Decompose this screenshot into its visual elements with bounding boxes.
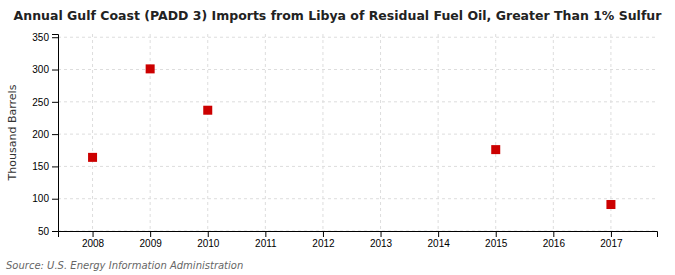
y-tick-label: 300 xyxy=(32,64,49,75)
x-tick: 2016 xyxy=(543,231,566,249)
y-tick-mark xyxy=(52,102,58,103)
y-axis-line xyxy=(52,35,59,232)
grid-line xyxy=(438,34,439,231)
x-axis-line xyxy=(59,232,658,238)
grid-line xyxy=(58,134,657,135)
x-tick-label: 2010 xyxy=(197,238,220,249)
source: Source: U.S. Energy Information Administ… xyxy=(6,260,243,271)
grid-line xyxy=(150,34,151,231)
y-tick: 200 xyxy=(32,129,58,140)
y-axis: 50 100 150 200 250 300 350 xyxy=(32,32,58,237)
x-tick-label: 2012 xyxy=(312,238,335,249)
y-tick-label: 350 xyxy=(32,32,49,43)
x-tick-mark xyxy=(93,231,94,237)
x-tick-label: 2016 xyxy=(543,238,566,249)
x-tick-label: 2014 xyxy=(428,238,451,249)
x-tick-label: 2009 xyxy=(140,238,163,249)
y-tick-mark xyxy=(52,231,58,232)
x-tick-mark xyxy=(208,231,209,237)
x-tick-label: 2008 xyxy=(82,238,105,249)
y-tick-mark xyxy=(52,37,58,38)
x-tick-mark xyxy=(265,231,266,237)
point xyxy=(88,153,97,162)
x-tick-mark xyxy=(611,231,612,237)
x-tick-mark xyxy=(553,231,554,237)
x-tick-label: 2011 xyxy=(255,238,277,249)
x-tick-mark xyxy=(381,231,382,237)
x-tick-label: 2015 xyxy=(485,238,508,249)
x-tick: 2009 xyxy=(140,231,163,249)
y-tick-mark xyxy=(52,199,58,200)
grid-line xyxy=(58,198,657,199)
point xyxy=(203,106,212,115)
point xyxy=(606,200,615,209)
grid-line xyxy=(58,37,657,38)
y-tick-mark xyxy=(52,134,58,135)
title: Annual Gulf Coast (PADD 3) Imports from … xyxy=(14,8,663,23)
grid-line xyxy=(380,34,381,231)
x-tick-mark xyxy=(323,231,324,237)
x-tick: 2017 xyxy=(600,231,623,249)
points xyxy=(88,64,615,209)
grid-line xyxy=(553,34,554,231)
x-axis: 2008 2009 2010 2011 2012 2013 2014 2015 2016 2017 xyxy=(59,231,658,249)
point xyxy=(146,64,155,73)
y-tick: 250 xyxy=(32,97,58,108)
y-tick: 350 xyxy=(32,32,58,43)
y-axis-label: Thousand Barrels xyxy=(6,84,19,181)
x-tick-mark xyxy=(438,231,439,237)
x-tick: 2015 xyxy=(485,231,508,249)
x-tick: 2013 xyxy=(370,231,393,249)
grid-line xyxy=(265,34,266,231)
y-tick: 100 xyxy=(32,193,58,204)
y-tick: 150 xyxy=(32,161,58,172)
grid-line xyxy=(495,34,496,231)
y-tick-label: 200 xyxy=(32,129,49,140)
y-tick-label: 150 xyxy=(32,161,49,172)
grid-line xyxy=(58,166,657,167)
x-tick: 2014 xyxy=(428,231,451,249)
x-tick-label: 2013 xyxy=(370,238,393,249)
y-tick-mark xyxy=(52,166,58,167)
x-tick: 2008 xyxy=(82,231,105,249)
grid xyxy=(58,34,657,231)
x-tick-mark xyxy=(150,231,151,237)
y-tick-label: 250 xyxy=(32,97,49,108)
x-tick-label: 2017 xyxy=(600,238,623,249)
y-tick: 50 xyxy=(38,226,58,237)
y-tick-label: 100 xyxy=(32,193,49,204)
y-tick: 300 xyxy=(32,64,58,75)
point xyxy=(491,145,500,154)
y-tick-mark xyxy=(52,70,58,71)
x-tick: 2010 xyxy=(197,231,220,249)
chart: Annual Gulf Coast (PADD 3) Imports from … xyxy=(0,0,675,275)
grid-line xyxy=(207,34,208,231)
grid-line xyxy=(92,34,93,231)
grid-line xyxy=(322,34,323,231)
x-tick: 2012 xyxy=(312,231,335,249)
y-tick-label: 50 xyxy=(38,226,50,237)
x-tick: 2011 xyxy=(255,231,277,249)
plot: 2008 2009 2010 2011 2012 2013 2014 2015 2016 2017… xyxy=(6,32,658,249)
x-tick-mark xyxy=(496,231,497,237)
grid-line xyxy=(58,101,657,102)
